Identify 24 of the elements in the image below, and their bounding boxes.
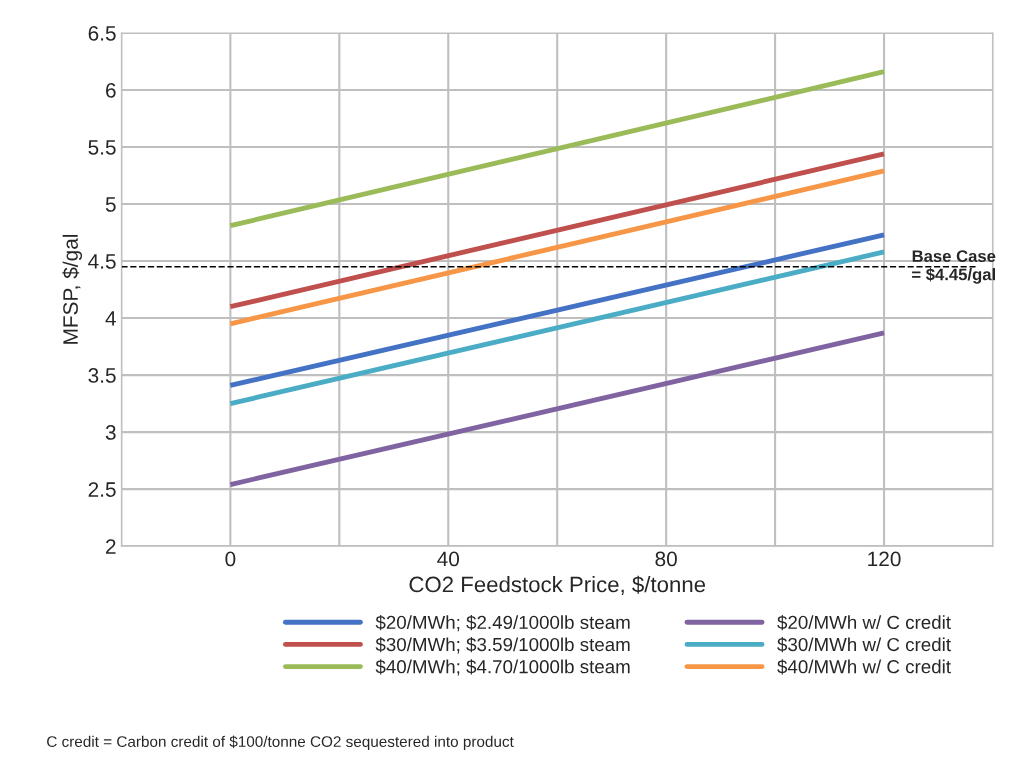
- x-axis-title: CO2 Feedstock Price, $/tonne: [409, 575, 706, 595]
- y-tick-label: 3.5: [88, 368, 116, 383]
- y-tick-label: 5: [105, 197, 116, 212]
- legend-label: $20/MWh; $2.49/1000lb steam: [375, 614, 630, 632]
- y-tick-label: 3: [105, 425, 116, 440]
- text: C credit = Carbon credit of $100/tonne CO2 sequestered into product: [47, 735, 514, 751]
- x-tick-label: 80: [655, 551, 677, 567]
- y-tick-label: 6: [106, 82, 116, 98]
- x-tick-label: 120: [868, 551, 901, 567]
- y-axis-title: MFSP, $/gal: [62, 234, 83, 344]
- y-tick-label: 4.5: [88, 254, 116, 269]
- y-tick-label: 2.5: [88, 482, 116, 497]
- y-tick-label: 5.5: [88, 140, 116, 155]
- legend-label: $30/MWh; $3.59/1000lb steam: [375, 637, 630, 654]
- legend-label: $30/MWh w/ C credit: [777, 637, 951, 653]
- y-tick-label: 4: [105, 311, 116, 326]
- legend-label: $40/MWh w/ C credit: [777, 659, 951, 675]
- ref-line-label: Base Case = $4.45/gal: [912, 250, 996, 284]
- y-tick-label: 2: [106, 539, 116, 554]
- legend-label: $40/MWh; $4.70/1000lb steam: [375, 659, 630, 676]
- y-tick-label: 6.5: [88, 25, 116, 41]
- x-tick-label: 0: [225, 551, 236, 567]
- legend-label: $20/MWh w/ C credit: [777, 614, 951, 631]
- x-tick-label: 40: [437, 551, 460, 567]
